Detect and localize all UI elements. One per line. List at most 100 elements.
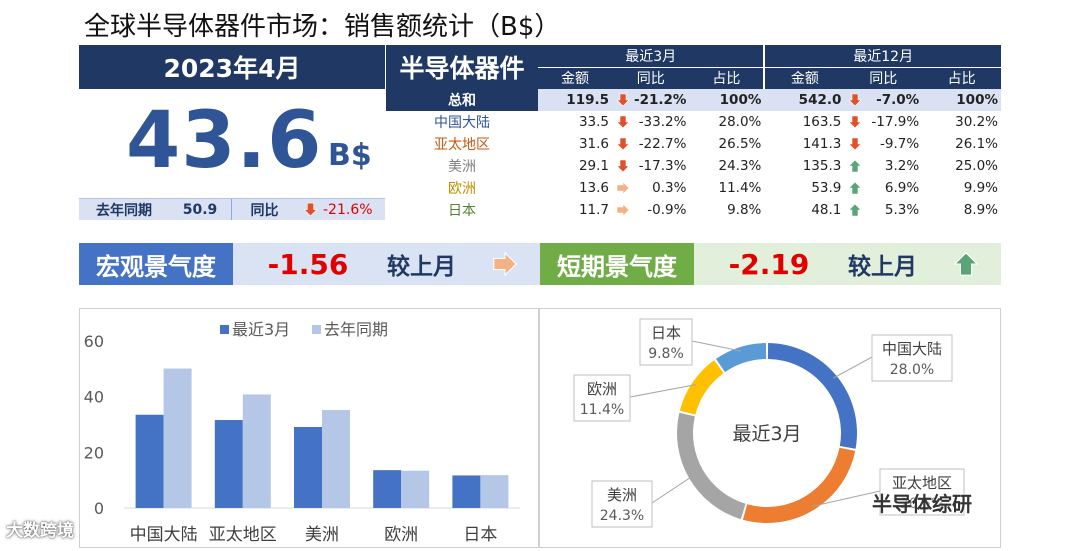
amount-3m: 13.6 [578, 180, 609, 196]
last-year-value: 50.9 [182, 201, 218, 218]
bar-chart: 0 20 40 60 中国大陆 亚太地区 美洲 欧洲 日本 最近3月 去年同期 [84, 320, 520, 545]
kpi-date: 2023年4月 [79, 45, 385, 89]
bar-last-year [242, 394, 271, 508]
region-name: 总和 [386, 89, 538, 111]
callout-box [591, 480, 653, 528]
table-row: 中国大陆 33.5 -33.2% 28.0% 163.5 -17.9% 30.2% [386, 111, 1001, 133]
callout-box [871, 334, 953, 382]
col-share-3m: 占比 [689, 67, 765, 89]
region-name: 中国大陆 [434, 115, 490, 131]
callout-leader [811, 490, 881, 507]
col-yoy-3m: 同比 [612, 67, 690, 89]
share-12m: 25.0% [955, 158, 998, 174]
yoy-12m: -7.0% [866, 89, 923, 111]
x-tick-label: 日本 [463, 525, 497, 545]
legend-label: 去年同期 [324, 320, 388, 339]
amount-12m: 542.0 [764, 89, 845, 111]
yoy-12m-arrow-icon [844, 199, 866, 221]
bar-chart-panel: 0 20 40 60 中国大陆 亚太地区 美洲 欧洲 日本 最近3月 去年同期 [79, 308, 539, 548]
share-12m: 9.9% [963, 180, 998, 196]
group-12m-header: 最近12月 [763, 45, 1001, 68]
bar-recent-3m [294, 427, 322, 508]
share-12m: 8.9% [963, 202, 998, 218]
yoy-label: 同比 [231, 199, 297, 220]
kpi-value: 43.6 [126, 96, 323, 186]
y-tick-label: 60 [84, 332, 104, 351]
callout-leader [651, 475, 693, 504]
share-3m: 11.4% [718, 180, 762, 196]
donut-slice [767, 343, 857, 449]
x-tick-label: 美洲 [305, 525, 339, 545]
donut-slice [679, 360, 724, 415]
callout-leader [691, 340, 742, 352]
yoy-3m-arrow-icon [612, 155, 634, 177]
share-3m: 24.3% [718, 158, 762, 174]
callout-share: 26.5% [900, 496, 944, 512]
table-row-total: 总和 119.5 -21.2% 100% 542.0 -7.0% 100% [386, 89, 1001, 111]
kpi-yoy-strip: 去年同期 50.9 同比 -21.6% [79, 198, 385, 220]
bar-last-year [163, 368, 192, 508]
amount-3m: 31.6 [578, 136, 609, 152]
callout-share: 28.0% [890, 362, 934, 378]
macro-compare: 较上月 [383, 243, 540, 285]
donut-center-label: 最近3月 [732, 423, 801, 445]
region-name: 亚太地区 [434, 137, 490, 153]
region-name: 欧洲 [448, 181, 476, 197]
callout-box [573, 374, 631, 422]
share-12m: 30.2% [955, 114, 998, 130]
bar-recent-3m [452, 475, 481, 508]
amount-3m: 11.7 [578, 202, 609, 218]
kpi-unit: B$ [328, 138, 372, 173]
callout-name: 欧洲 [587, 380, 617, 398]
short-arrow-icon [953, 251, 979, 278]
watermark-left: 大数跨境 [6, 521, 74, 541]
yoy-12m: -9.7% [880, 136, 920, 152]
short-value: -2.19 [694, 243, 844, 285]
yoy-12m-arrow-icon [844, 89, 867, 111]
sales-table: 半导体器件 最近3月 最近12月 金额 同比 占比 金额 同比 占比 总和 119… [386, 45, 1001, 221]
yoy-12m-arrow-icon [844, 111, 866, 133]
last-year-label: 去年同期 [96, 202, 152, 219]
col-amount-12m: 金额 [763, 67, 845, 89]
table-row: 欧洲 13.6 0.3% 11.4% 53.9 6.9% 9.9% [386, 177, 1001, 199]
yoy-3m: 0.3% [652, 180, 687, 196]
callout-name: 美洲 [607, 486, 637, 504]
short-compare: 较上月 [844, 243, 1001, 285]
amount-3m: 119.5 [538, 89, 612, 111]
macro-value: -1.56 [233, 243, 383, 285]
legend-swatch [220, 325, 229, 334]
amount-12m: 135.3 [802, 158, 842, 174]
x-tick-label: 欧洲 [384, 525, 418, 545]
yoy-12m-arrow-icon [844, 155, 866, 177]
yoy-3m-arrow-icon [612, 89, 634, 111]
kpi-yoy-arrow-icon [303, 202, 318, 218]
share-3m: 9.8% [727, 202, 762, 218]
yoy-12m: -17.9% [871, 114, 920, 130]
region-name: 日本 [448, 203, 476, 219]
yoy-3m: -22.7% [638, 136, 687, 152]
macro-label: 宏观景气度 [79, 243, 233, 285]
share-12m: 100% [922, 89, 1001, 111]
table-row: 美洲 29.1 -17.3% 24.3% 135.3 3.2% 25.0% [386, 155, 1001, 177]
yoy-3m-arrow-icon [612, 133, 634, 155]
callout-leader [629, 384, 696, 398]
yoy-3m-arrow-icon [612, 111, 634, 133]
table-title: 半导体器件 [386, 45, 538, 89]
yoy-3m-arrow-icon [612, 177, 634, 199]
callout-box [639, 318, 693, 366]
callout-name: 亚太地区 [892, 474, 952, 492]
yoy-12m-arrow-icon [844, 133, 866, 155]
group-3m-header: 最近3月 [538, 45, 765, 68]
callout-box [879, 468, 965, 516]
short-label: 短期景气度 [540, 243, 694, 285]
yoy-3m-arrow-icon [612, 199, 634, 221]
macro-arrow-icon [492, 251, 518, 278]
y-tick-label: 40 [84, 388, 104, 407]
callout-name: 中国大陆 [882, 340, 942, 358]
bar-last-year [322, 410, 350, 508]
donut-chart-panel: 中国大陆 28.0% 亚太地区 26.5% 美洲 24.3% 欧洲 11.4% 日本 9.8% 最近… [539, 308, 1001, 548]
amount-3m: 33.5 [578, 114, 609, 130]
callout-name: 日本 [651, 324, 681, 342]
bar-recent-3m [214, 420, 243, 508]
watermark-right: 半导体综研 [872, 492, 972, 516]
